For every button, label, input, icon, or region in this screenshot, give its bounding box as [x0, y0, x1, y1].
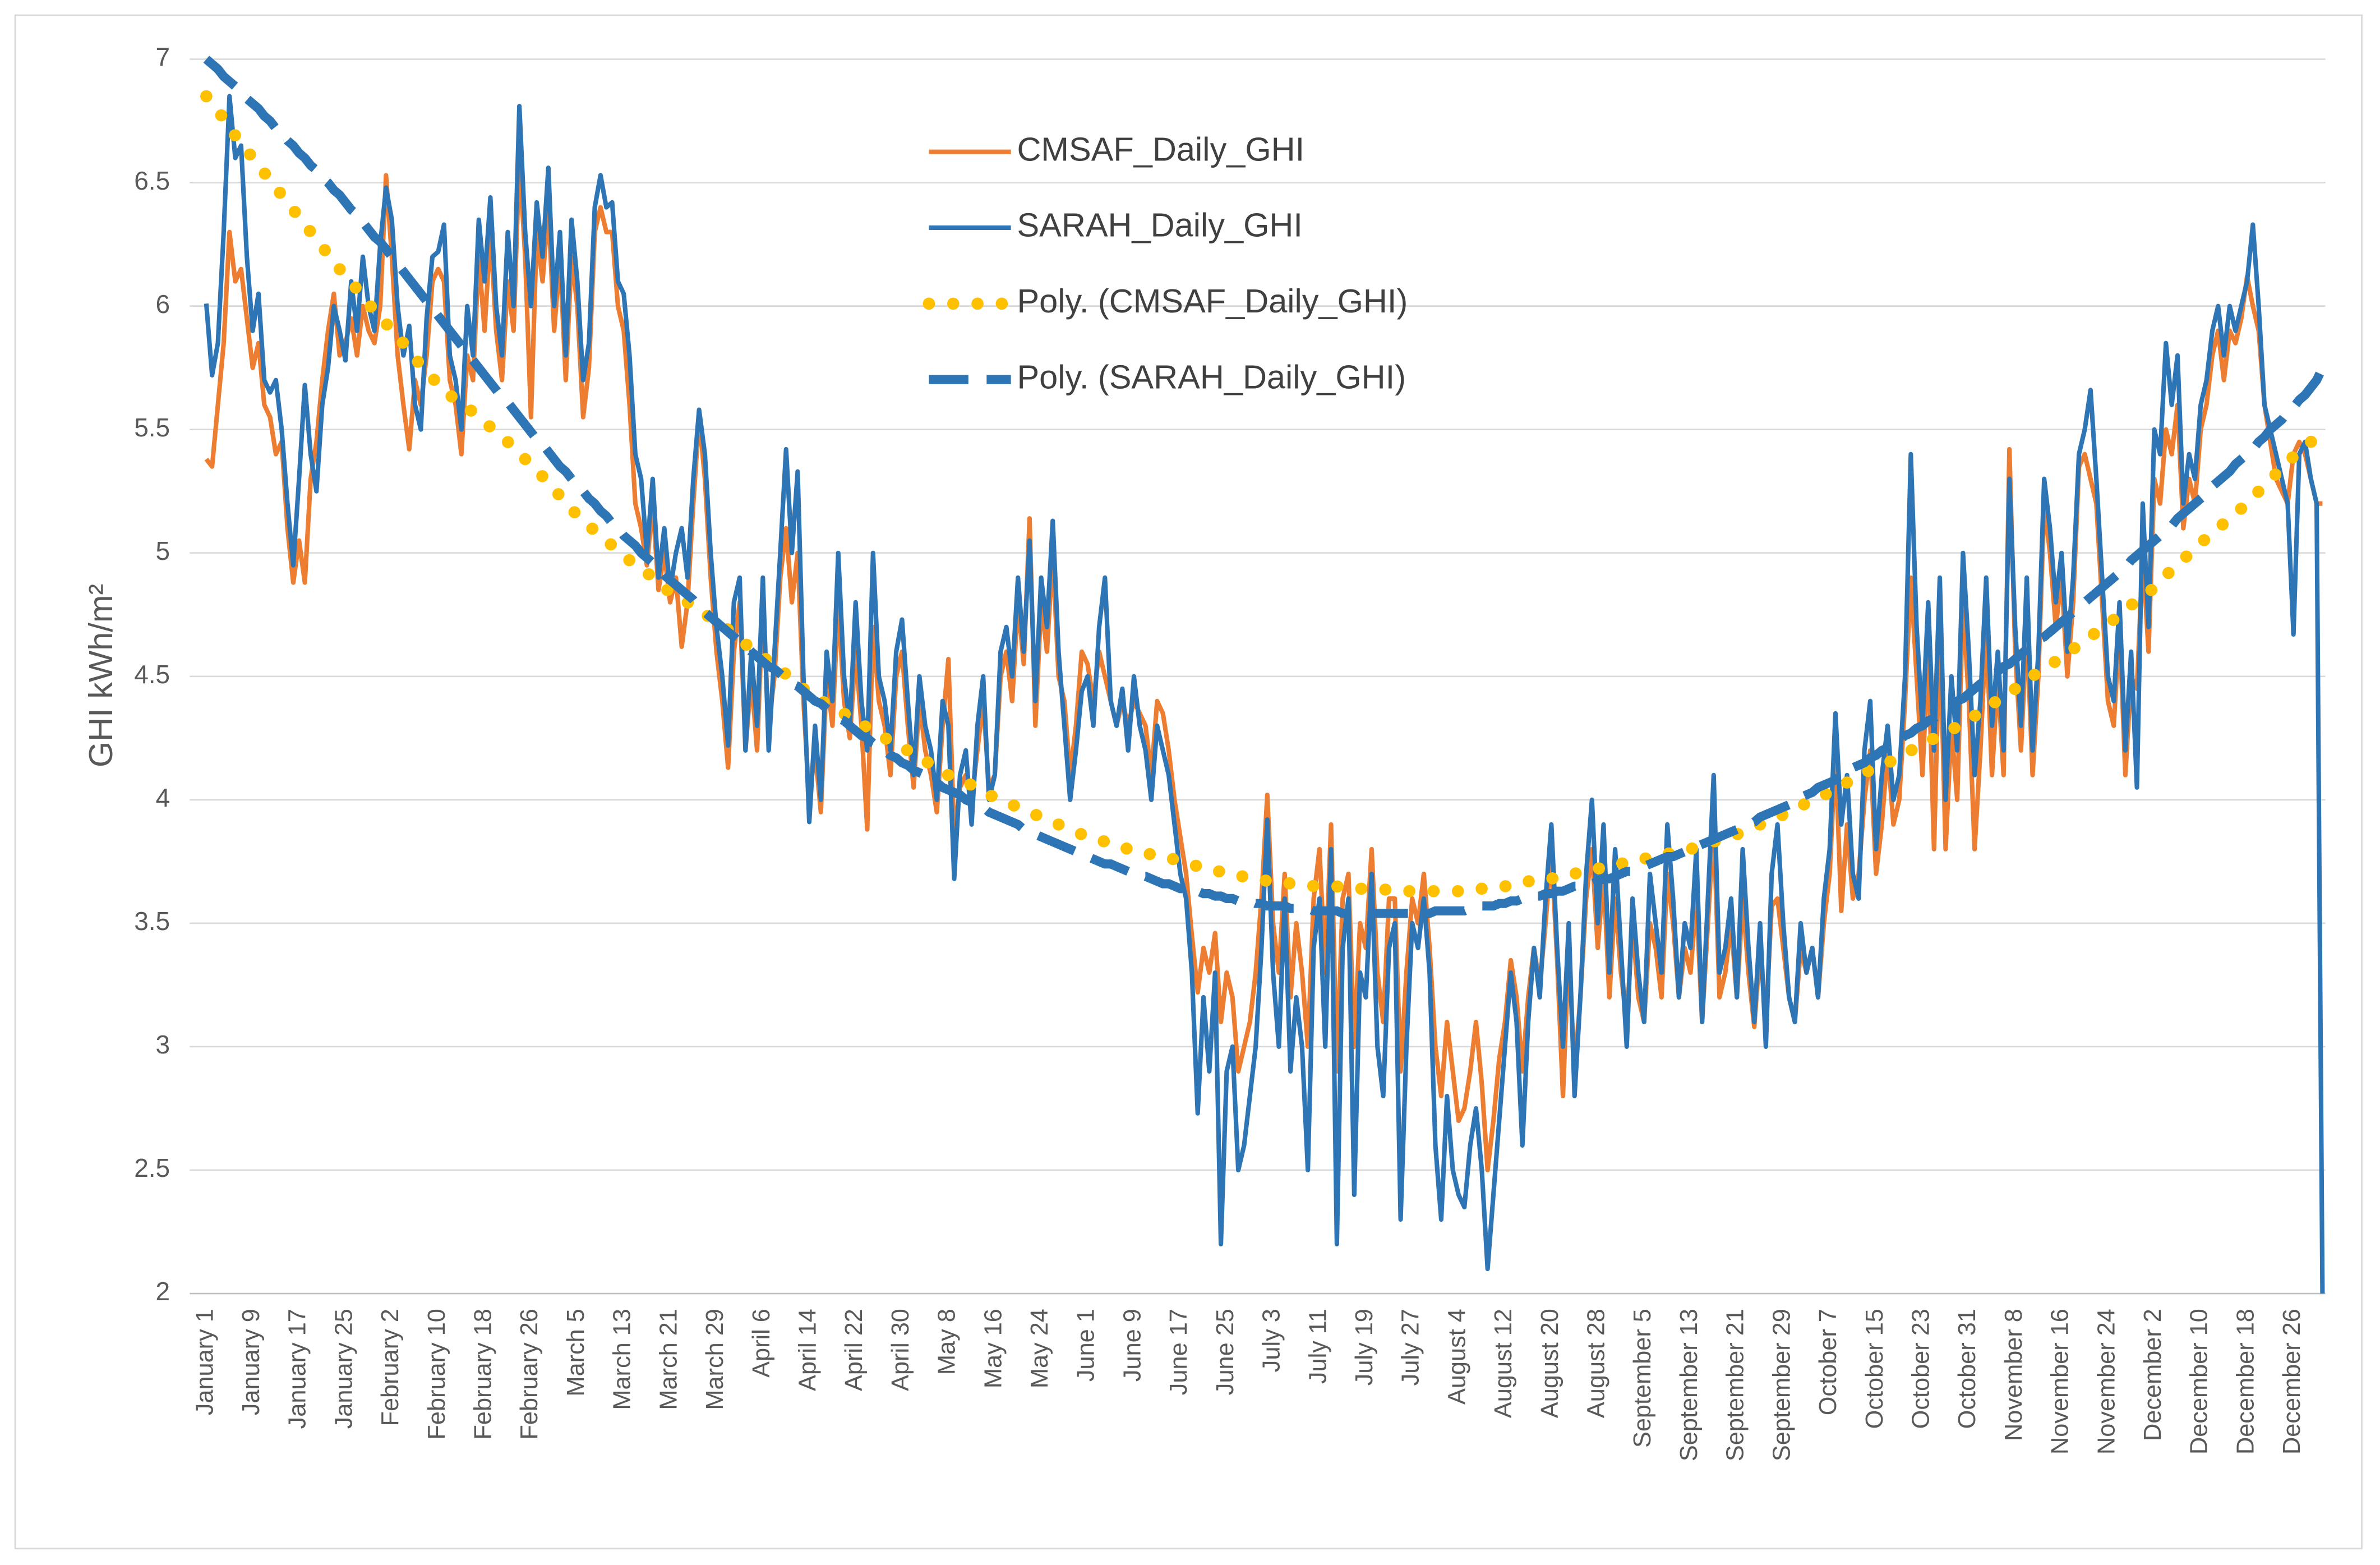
x-tick-label: February 26	[516, 1309, 543, 1439]
legend-label: SARAH_Daily_GHI	[1017, 206, 1302, 244]
x-tick-label: December 26	[2278, 1309, 2305, 1454]
x-tick-label: August 28	[1583, 1309, 1610, 1418]
x-tick-label: June 25	[1212, 1309, 1239, 1395]
x-tick-label: December 10	[2186, 1309, 2213, 1454]
x-tick-label: March 21	[655, 1309, 682, 1410]
y-tick-label: 4	[156, 783, 170, 812]
x-tick-label: April 6	[748, 1309, 775, 1378]
x-tick-label: February 18	[470, 1309, 497, 1439]
y-tick-label: 5.5	[134, 413, 170, 442]
y-tick-label: 3	[156, 1030, 170, 1059]
y-axis-title: GHI kWh/m²	[82, 584, 119, 767]
x-tick-label: April 30	[887, 1309, 914, 1391]
x-tick-label: December 2	[2139, 1309, 2166, 1441]
y-tick-label: 6	[156, 289, 170, 319]
x-tick-label: April 14	[794, 1309, 821, 1391]
x-tick-label: November 24	[2093, 1309, 2120, 1454]
series-line	[200, 90, 2329, 897]
x-tick-label: February 2	[377, 1309, 404, 1426]
legend-label: Poly. (CMSAF_Daily_GHI)	[1017, 282, 1408, 320]
x-tick-label: July 3	[1258, 1309, 1285, 1372]
x-tick-label: September 21	[1722, 1309, 1749, 1461]
x-tick-label: June 1	[1073, 1309, 1100, 1382]
x-tick-label: February 10	[423, 1309, 450, 1439]
x-tick-label: January 1	[191, 1309, 218, 1415]
x-tick-label: October 23	[1907, 1309, 1934, 1429]
x-tick-label: September 13	[1676, 1309, 1703, 1461]
x-tick-label: June 9	[1119, 1309, 1146, 1382]
y-tick-label: 5	[156, 536, 170, 565]
legend-label: Poly. (SARAH_Daily_GHI)	[1017, 358, 1406, 395]
x-tick-label: June 17	[1165, 1309, 1192, 1395]
x-tick-label: October 7	[1815, 1309, 1842, 1415]
y-tick-label: 2.5	[134, 1153, 170, 1182]
x-tick-label: July 27	[1397, 1309, 1424, 1386]
legend-label: CMSAF_Daily_GHI	[1017, 130, 1304, 168]
x-tick-label: August 12	[1490, 1309, 1517, 1418]
x-tick-label: January 25	[330, 1309, 357, 1429]
x-tick-label: August 4	[1443, 1309, 1470, 1405]
x-tick-label: May 8	[934, 1309, 961, 1375]
x-tick-label: October 15	[1861, 1309, 1888, 1429]
y-tick-label: 7	[156, 43, 170, 72]
x-tick-label: September 29	[1768, 1309, 1795, 1461]
x-tick-label: July 19	[1351, 1309, 1378, 1386]
x-tick-label: August 20	[1537, 1309, 1563, 1418]
y-tick-label: 4.5	[134, 660, 170, 689]
x-tick-label: November 8	[2000, 1309, 2027, 1441]
x-tick-label: January 17	[284, 1309, 311, 1429]
x-tick-label: September 5	[1629, 1309, 1656, 1448]
x-tick-label: July 11	[1304, 1309, 1331, 1384]
x-tick-label: May 16	[980, 1309, 1007, 1388]
x-tick-label: January 9	[238, 1309, 265, 1415]
series-line	[203, 56, 2327, 918]
x-tick-label: May 24	[1026, 1309, 1053, 1388]
x-tick-label: December 18	[2232, 1309, 2259, 1454]
y-tick-label: 6.5	[134, 166, 170, 195]
x-tick-label: March 13	[609, 1309, 636, 1410]
x-tick-label: March 5	[562, 1309, 589, 1396]
x-tick-label: March 29	[702, 1309, 728, 1410]
x-tick-label: November 16	[2047, 1309, 2074, 1454]
y-tick-label: 2	[156, 1277, 170, 1306]
x-tick-label: April 22	[841, 1309, 868, 1391]
y-tick-label: 3.5	[134, 906, 170, 936]
x-tick-label: October 31	[1954, 1309, 1981, 1429]
